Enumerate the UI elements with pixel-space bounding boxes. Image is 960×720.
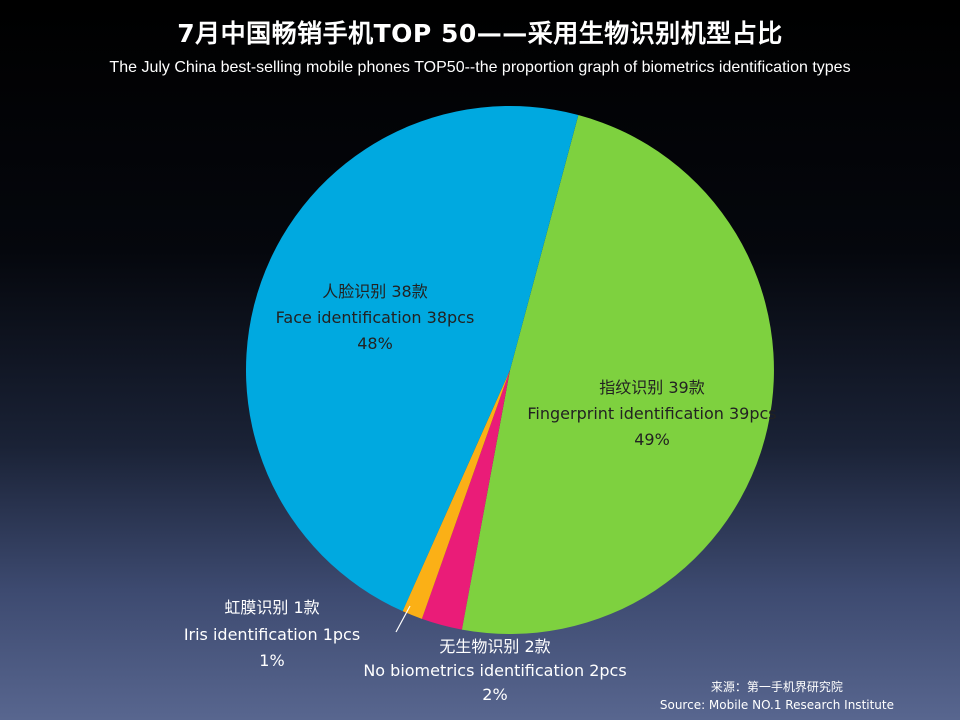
no-biometrics-percent: 2% (482, 685, 507, 704)
fingerprint-label-en: Fingerprint identification 39pcs (527, 404, 776, 423)
source-cn: 来源：第一手机界研究院 (710, 680, 843, 694)
chart-subtitle: The July China best-selling mobile phone… (109, 59, 851, 76)
face-label: 人脸识别 38款 Face identification 38pcs 48% (276, 282, 475, 353)
pie-slice-iris (402, 370, 510, 619)
source-note: 来源：第一手机界研究院 Source: Mobile NO.1 Research… (660, 678, 894, 714)
iris-label-en: Iris identification 1pcs (184, 625, 360, 644)
source-en: Source: Mobile NO.1 Research Institute (659, 698, 894, 712)
pie-slice-no-biometrics (421, 370, 510, 630)
face-percent: 48% (357, 334, 393, 353)
iris-percent: 1% (259, 651, 284, 670)
pie-slice-fingerprint (461, 115, 774, 634)
pie-slices (245, 106, 774, 634)
no-biometrics-label-en: No biometrics identification 2pcs (363, 661, 626, 680)
fingerprint-percent: 49% (634, 430, 670, 449)
fingerprint-label: 指纹识别 39款 Fingerprint identification 39pc… (527, 378, 776, 449)
chart-title: 7月中国畅销手机TOP 50——采用生物识别机型占比 (177, 19, 783, 48)
no-biometrics-label: 无生物识别 2款 No biometrics identification 2p… (363, 637, 626, 704)
fingerprint-label-cn: 指纹识别 39款 (599, 378, 704, 397)
no-biometrics-label-cn: 无生物识别 2款 (439, 637, 550, 656)
iris-label-cn: 虹膜识别 1款 (224, 598, 319, 617)
iris-label: 虹膜识别 1款 Iris identification 1pcs 1% (184, 598, 360, 670)
iris-leader-line (395, 605, 411, 633)
face-label-en: Face identification 38pcs (276, 308, 475, 327)
pie-slice-face (245, 106, 579, 612)
face-label-cn: 人脸识别 38款 (322, 282, 427, 301)
